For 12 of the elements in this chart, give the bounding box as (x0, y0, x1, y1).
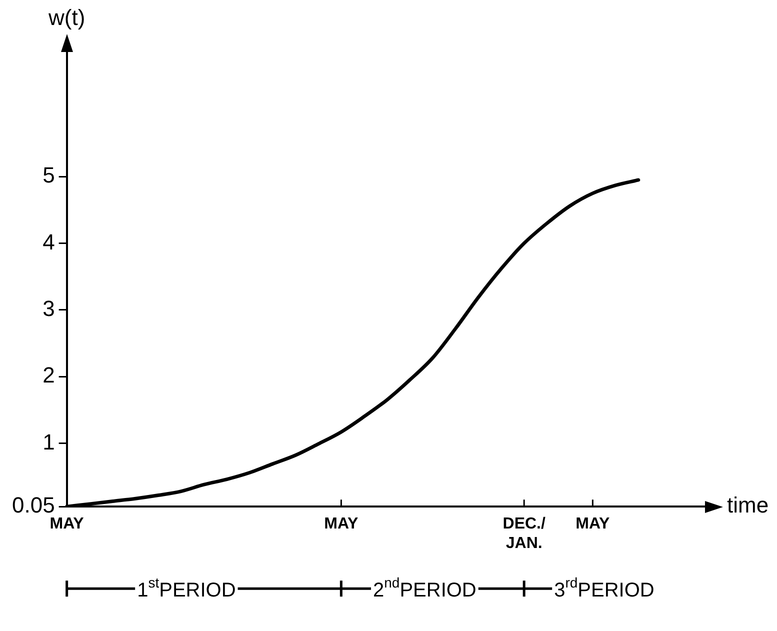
y-tick-label: 2 (42, 362, 55, 388)
y-axis-title: w(t) (47, 5, 86, 30)
x-tick-label: MAY (576, 516, 610, 533)
x-axis-title: time (727, 492, 769, 518)
y-tick-label: 0.05 (12, 492, 55, 518)
y-tick-label: 4 (42, 229, 55, 254)
y-tick-label: 3 (42, 296, 55, 322)
y-tick-label: 1 (42, 429, 55, 454)
x-tick-label: MAY (50, 516, 84, 533)
y-tick-label: 5 (42, 162, 55, 188)
x-tick-label: DEC./ JAN. (502, 516, 546, 552)
x-tick-label: MAY (324, 516, 359, 533)
